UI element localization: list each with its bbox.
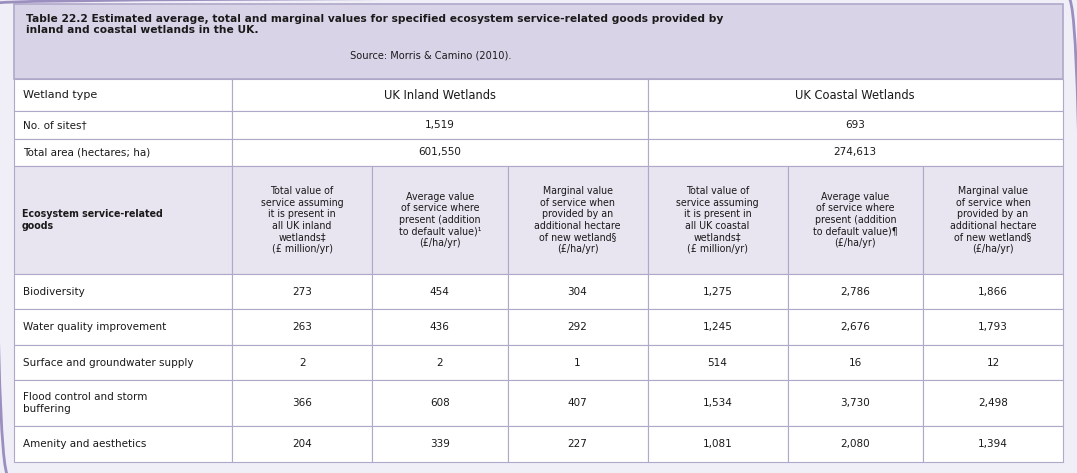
Text: Total value of
service assuming
it is present in
all UK inland
wetlands‡
(£ mill: Total value of service assuming it is pr… xyxy=(261,186,344,254)
Text: 1: 1 xyxy=(574,358,581,368)
Text: 292: 292 xyxy=(568,322,587,332)
Bar xyxy=(372,426,507,462)
Text: Table 22.2 Estimated average, total and marginal values for specified ecosystem : Table 22.2 Estimated average, total and … xyxy=(26,14,723,35)
Bar xyxy=(14,274,232,309)
Text: 2: 2 xyxy=(436,358,443,368)
Bar xyxy=(923,166,1063,274)
Bar xyxy=(923,274,1063,309)
Bar xyxy=(14,139,232,166)
Bar xyxy=(787,345,923,380)
Bar xyxy=(647,426,787,462)
Bar xyxy=(14,380,232,426)
Bar xyxy=(507,380,647,426)
Bar xyxy=(14,4,1063,79)
Bar xyxy=(647,166,787,274)
Bar xyxy=(232,166,372,274)
Text: 3,730: 3,730 xyxy=(840,398,870,408)
Text: 2,786: 2,786 xyxy=(840,287,870,297)
Text: Biodiversity: Biodiversity xyxy=(23,287,84,297)
Bar xyxy=(14,79,232,111)
Bar xyxy=(372,309,507,345)
Bar xyxy=(787,166,923,274)
Bar xyxy=(787,274,923,309)
Text: 1,793: 1,793 xyxy=(978,322,1008,332)
Bar xyxy=(232,309,372,345)
Bar xyxy=(507,426,647,462)
Text: 339: 339 xyxy=(430,439,450,449)
Bar xyxy=(923,380,1063,426)
Text: Wetland type: Wetland type xyxy=(23,90,97,100)
Text: 1,275: 1,275 xyxy=(702,287,732,297)
Text: 608: 608 xyxy=(430,398,450,408)
Bar xyxy=(787,426,923,462)
Text: Marginal value
of service when
provided by an
additional hectare
of new wetland§: Marginal value of service when provided … xyxy=(950,186,1036,254)
Text: 1,519: 1,519 xyxy=(424,120,454,130)
Text: Flood control and storm
buffering: Flood control and storm buffering xyxy=(23,393,146,414)
Bar xyxy=(647,139,1063,166)
Bar xyxy=(787,309,923,345)
Bar xyxy=(923,309,1063,345)
Bar xyxy=(647,380,787,426)
Text: 454: 454 xyxy=(430,287,450,297)
Text: Source: Morris & Camino (2010).: Source: Morris & Camino (2010). xyxy=(347,51,512,61)
Text: 16: 16 xyxy=(849,358,862,368)
Text: 227: 227 xyxy=(568,439,587,449)
Bar xyxy=(232,380,372,426)
Bar xyxy=(14,166,232,274)
Text: 1,081: 1,081 xyxy=(702,439,732,449)
Bar xyxy=(372,166,507,274)
Text: Total area (hectares; ha): Total area (hectares; ha) xyxy=(23,147,150,158)
Bar xyxy=(232,139,647,166)
Text: 273: 273 xyxy=(292,287,312,297)
Bar xyxy=(647,309,787,345)
Text: Average value
of service where
present (addition
to default value)¹
(£/ha/yr): Average value of service where present (… xyxy=(398,192,481,248)
Bar xyxy=(232,426,372,462)
Text: Total value of
service assuming
it is present in
all UK coastal
wetlands‡
(£ mil: Total value of service assuming it is pr… xyxy=(676,186,759,254)
Text: 274,613: 274,613 xyxy=(834,147,877,158)
Bar xyxy=(232,111,647,139)
Bar xyxy=(507,345,647,380)
Text: 2,676: 2,676 xyxy=(840,322,870,332)
Text: Average value
of service where
present (addition
to default value)¶
(£/ha/yr): Average value of service where present (… xyxy=(813,192,897,248)
Text: 2,080: 2,080 xyxy=(840,439,870,449)
Text: 514: 514 xyxy=(708,358,727,368)
Bar xyxy=(647,111,1063,139)
Text: 436: 436 xyxy=(430,322,450,332)
Bar xyxy=(507,166,647,274)
Text: 1,394: 1,394 xyxy=(978,439,1008,449)
Bar xyxy=(14,426,232,462)
Bar xyxy=(787,380,923,426)
Bar xyxy=(14,309,232,345)
Bar xyxy=(372,380,507,426)
Bar xyxy=(232,345,372,380)
Text: 407: 407 xyxy=(568,398,587,408)
Bar xyxy=(232,79,647,111)
Bar xyxy=(923,345,1063,380)
Text: 304: 304 xyxy=(568,287,587,297)
Text: 263: 263 xyxy=(292,322,312,332)
Text: Surface and groundwater supply: Surface and groundwater supply xyxy=(23,358,193,368)
Text: Marginal value
of service when
provided by an
additional hectare
of new wetland§: Marginal value of service when provided … xyxy=(534,186,620,254)
Text: 601,550: 601,550 xyxy=(418,147,461,158)
Bar xyxy=(372,274,507,309)
Bar xyxy=(507,274,647,309)
Text: 2: 2 xyxy=(298,358,306,368)
Bar xyxy=(232,274,372,309)
Text: 1,245: 1,245 xyxy=(702,322,732,332)
Bar xyxy=(14,345,232,380)
Text: Amenity and aesthetics: Amenity and aesthetics xyxy=(23,439,146,449)
Bar xyxy=(14,111,232,139)
Bar xyxy=(923,426,1063,462)
Text: 2,498: 2,498 xyxy=(978,398,1008,408)
Bar xyxy=(372,345,507,380)
Text: Ecosystem service-related
goods: Ecosystem service-related goods xyxy=(22,209,163,231)
Text: 366: 366 xyxy=(292,398,312,408)
Text: Water quality improvement: Water quality improvement xyxy=(23,322,166,332)
Text: UK Inland Wetlands: UK Inland Wetlands xyxy=(383,88,495,102)
Bar xyxy=(647,345,787,380)
Text: 693: 693 xyxy=(845,120,865,130)
Text: No. of sites†: No. of sites† xyxy=(23,120,86,130)
Text: 1,866: 1,866 xyxy=(978,287,1008,297)
Bar xyxy=(507,309,647,345)
